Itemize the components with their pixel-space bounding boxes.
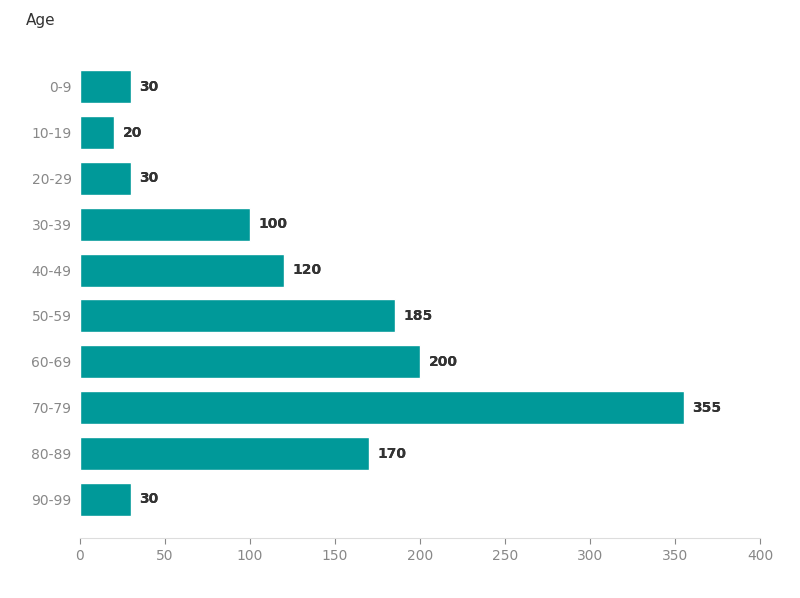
Text: 30  (10%): 30 (10%) — [139, 172, 207, 185]
Text: 355  (34%): 355 (34%) — [692, 401, 769, 414]
Text: 30: 30 — [139, 172, 158, 185]
Bar — [80, 70, 131, 103]
Text: 30  (120%): 30 (120%) — [139, 492, 216, 507]
Text: 30  (12%): 30 (12%) — [139, 80, 207, 94]
Bar — [80, 116, 114, 149]
Text: 20  (13%): 20 (13%) — [122, 126, 190, 139]
Text: 200  (24%): 200 (24%) — [429, 355, 505, 369]
Text: 120  (22%): 120 (22%) — [293, 263, 369, 277]
Text: 20  (13%): 20 (13%) — [122, 126, 190, 139]
Text: Age: Age — [26, 13, 55, 28]
Bar — [80, 300, 394, 332]
Text: 120: 120 — [293, 263, 322, 277]
Text: 120: 120 — [293, 263, 322, 277]
Bar — [80, 483, 131, 516]
Bar — [80, 254, 284, 286]
Text: 200  (24%): 200 (24%) — [429, 355, 505, 369]
Bar — [80, 391, 683, 424]
Text: 100: 100 — [258, 217, 287, 231]
Text: 30  (12%): 30 (12%) — [139, 80, 207, 94]
Text: 170: 170 — [378, 447, 406, 460]
Text: 30: 30 — [139, 80, 158, 94]
Text: 100  (27%): 100 (27%) — [258, 217, 335, 231]
Text: 200: 200 — [429, 355, 458, 369]
Text: 355  (34%): 355 (34%) — [692, 401, 769, 414]
Text: 355: 355 — [692, 401, 721, 414]
Text: 200: 200 — [429, 355, 458, 369]
Text: 120  (22%): 120 (22%) — [293, 263, 369, 277]
Text: 170  (34%): 170 (34%) — [378, 447, 454, 460]
Text: 30: 30 — [139, 492, 158, 507]
Text: 185: 185 — [403, 309, 432, 323]
Text: 185: 185 — [403, 309, 432, 323]
Text: 30: 30 — [139, 80, 158, 94]
Text: 30  (120%): 30 (120%) — [139, 492, 216, 507]
Text: 30: 30 — [139, 172, 158, 185]
Bar — [80, 208, 250, 241]
Text: 100: 100 — [258, 217, 287, 231]
Text: 185  (28%): 185 (28%) — [403, 309, 480, 323]
Bar — [80, 437, 369, 470]
Text: 20: 20 — [122, 126, 142, 139]
Bar — [80, 162, 131, 195]
Text: 170: 170 — [378, 447, 406, 460]
Text: 170  (34%): 170 (34%) — [378, 447, 454, 460]
Bar — [80, 345, 420, 379]
Text: 20: 20 — [122, 126, 142, 139]
Text: 100  (27%): 100 (27%) — [258, 217, 335, 231]
Text: 355: 355 — [692, 401, 721, 414]
Text: 30: 30 — [139, 492, 158, 507]
Text: 30  (10%): 30 (10%) — [139, 172, 207, 185]
Text: 185  (28%): 185 (28%) — [403, 309, 480, 323]
